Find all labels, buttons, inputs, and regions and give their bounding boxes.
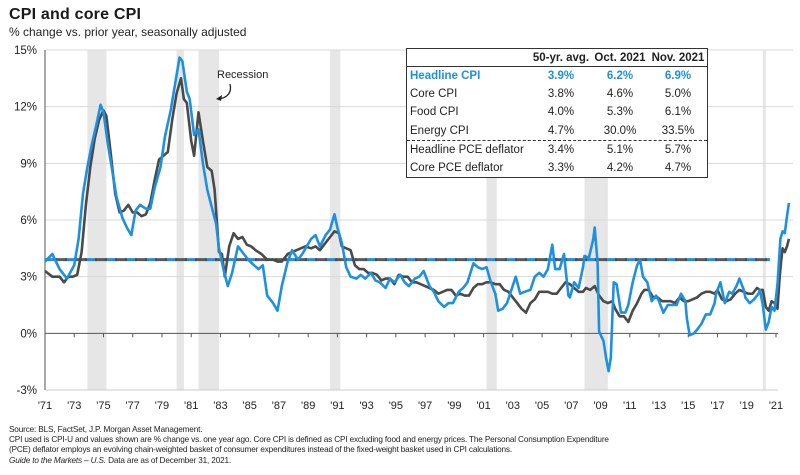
row-avg: 3.8% bbox=[547, 88, 575, 101]
row-avg: 4.0% bbox=[547, 106, 575, 119]
arrow-head-icon bbox=[216, 95, 222, 101]
guide-note: Guide to the Markets – U.S. Data are as … bbox=[9, 456, 609, 466]
row-label: Food CPI bbox=[410, 106, 459, 119]
x-tick-label: '17 bbox=[710, 400, 724, 412]
y-tick-label: 12% bbox=[14, 102, 37, 114]
chart-subtitle: % change vs. prior year, seasonally adju… bbox=[9, 25, 247, 39]
x-tick-label: '93 bbox=[359, 400, 373, 412]
row-label: Core CPI bbox=[410, 88, 458, 101]
series-lines bbox=[44, 56, 791, 373]
source-note: Source: BLS, FactSet, J.P. Morgan Asset … bbox=[9, 425, 203, 434]
row-label: Core PCE deflator bbox=[410, 162, 504, 175]
row-nov: 5.0% bbox=[664, 88, 692, 101]
x-tick-label: '89 bbox=[301, 400, 315, 412]
row-oct: 5.3% bbox=[606, 106, 634, 119]
row-nov: 5.7% bbox=[664, 143, 692, 156]
row-nov: 33.5% bbox=[661, 124, 695, 137]
x-tick-label: '79 bbox=[155, 400, 169, 412]
guide-title: Guide to the Markets – U.S. bbox=[9, 455, 106, 465]
row-label: Energy CPI bbox=[410, 124, 469, 137]
row-avg: 4.7% bbox=[547, 124, 575, 137]
recession-label: Recession bbox=[217, 69, 268, 81]
row-label: Headline PCE deflator bbox=[410, 143, 524, 156]
x-tick-label: '73 bbox=[67, 400, 81, 412]
x-tick-label: '77 bbox=[126, 400, 140, 412]
x-tick-label: '09 bbox=[593, 400, 607, 412]
x-tick-label: '13 bbox=[652, 400, 666, 412]
x-tick-label: '15 bbox=[681, 400, 695, 412]
x-tick-label: '95 bbox=[389, 400, 403, 412]
recession-annotation: Recession bbox=[216, 69, 268, 101]
table-row: Food CPI 4.0% 5.3% 6.1% bbox=[407, 103, 707, 121]
chart-title: CPI and core CPI bbox=[9, 6, 142, 23]
x-tick-label: '03 bbox=[506, 400, 520, 412]
y-tick-label: 0% bbox=[20, 328, 37, 340]
header-nov: Nov. 2021 bbox=[651, 51, 705, 64]
x-tick-label: '75 bbox=[96, 400, 110, 412]
x-tick-label: '83 bbox=[213, 400, 227, 412]
row-oct: 6.2% bbox=[606, 70, 634, 83]
row-oct: 4.6% bbox=[606, 88, 634, 101]
headline-cpi-line bbox=[44, 56, 791, 373]
table-header: 50-yr. avg. Oct. 2021 Nov. 2021 bbox=[407, 49, 707, 67]
row-avg: 3.4% bbox=[547, 143, 575, 156]
axes bbox=[44, 50, 778, 391]
row-oct: 5.1% bbox=[606, 143, 634, 156]
y-tick-label: 6% bbox=[20, 215, 37, 227]
header-avg: 50-yr. avg. bbox=[532, 51, 590, 64]
tick-labels: -3% 0% 3% 6% 9% 12% 15% '71 '73 '75 '77 '79 '81 '83 '8… bbox=[14, 45, 783, 412]
row-nov: 4.7% bbox=[664, 162, 692, 175]
header-oct: Oct. 2021 bbox=[594, 51, 646, 64]
y-tick-label: -3% bbox=[17, 385, 37, 397]
x-tick-label: '07 bbox=[564, 400, 578, 412]
row-oct: 30.0% bbox=[603, 124, 637, 137]
x-tick-label: '21 bbox=[769, 400, 783, 412]
row-avg: 3.3% bbox=[547, 162, 575, 175]
x-tick-label: '05 bbox=[535, 400, 549, 412]
row-nov: 6.9% bbox=[664, 70, 692, 83]
x-tick-label: '99 bbox=[447, 400, 461, 412]
x-tick-label: '85 bbox=[243, 400, 257, 412]
table-row: Headline CPI 3.9% 6.2% 6.9% bbox=[407, 67, 707, 85]
asof-date: Data are as of December 31, 2021. bbox=[105, 455, 232, 465]
x-tick-label: '71 bbox=[38, 400, 52, 412]
footnote-line-2: (PCE) deflator employs an evolving chain… bbox=[9, 445, 512, 455]
table-row: Core PCE deflator 3.3% 4.2% 4.7% bbox=[407, 159, 707, 177]
row-nov: 6.1% bbox=[664, 106, 692, 119]
y-tick-label: 3% bbox=[20, 272, 37, 284]
x-tick-label: '81 bbox=[184, 400, 198, 412]
y-tick-label: 15% bbox=[14, 45, 37, 57]
x-tick-label: '11 bbox=[623, 400, 637, 412]
row-label: Headline CPI bbox=[410, 70, 481, 83]
summary-table: 50-yr. avg. Oct. 2021 Nov. 2021 Headline… bbox=[406, 48, 708, 179]
x-tick-label: '91 bbox=[330, 400, 344, 412]
footnote-line-1: CPI used is CPI-U and values shown are %… bbox=[9, 435, 609, 445]
table-row: Energy CPI 4.7% 30.0% 33.5% bbox=[407, 122, 707, 141]
table-row: Core CPI 3.8% 4.6% 5.0% bbox=[407, 85, 707, 103]
row-oct: 4.2% bbox=[606, 162, 634, 175]
footnotes: Source: BLS, FactSet, J.P. Morgan Asset … bbox=[9, 425, 609, 466]
table-row: Headline PCE deflator 3.4% 5.1% 5.7% bbox=[407, 141, 707, 159]
x-tick-label: '19 bbox=[740, 400, 754, 412]
x-tick-label: '01 bbox=[476, 400, 490, 412]
y-tick-label: 9% bbox=[20, 158, 37, 170]
x-tick-label: '87 bbox=[272, 400, 286, 412]
x-tick-label: '97 bbox=[418, 400, 432, 412]
row-avg: 3.9% bbox=[547, 70, 575, 83]
